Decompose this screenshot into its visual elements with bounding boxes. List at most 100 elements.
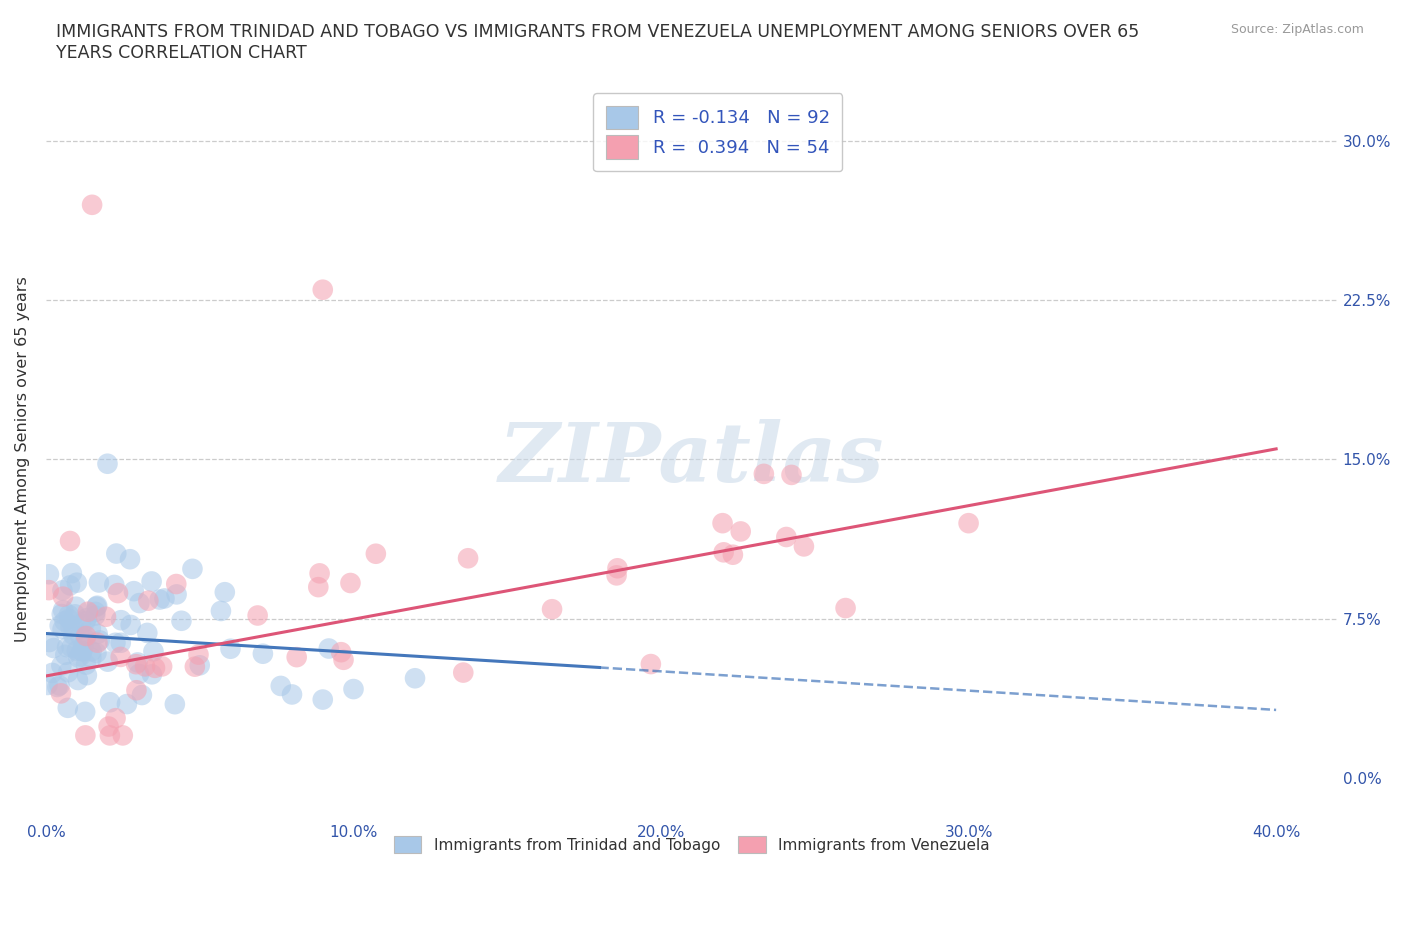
Point (111, 728, 134, 743)
Point (187, 647, 209, 662)
Point (713, 545, 735, 560)
Point (318, 641, 340, 656)
Point (58, 612, 80, 627)
Text: Source: ZipAtlas.com: Source: ZipAtlas.com (1230, 23, 1364, 36)
Point (66, 672, 89, 687)
Point (51, 606, 73, 621)
Point (69, 649, 91, 664)
Point (122, 584, 145, 599)
Point (49, 686, 72, 701)
Point (312, 692, 335, 707)
Point (149, 592, 172, 607)
Point (76, 611, 98, 626)
Point (793, 539, 815, 554)
Point (219, 642, 242, 657)
Point (98, 728, 121, 743)
Point (134, 659, 156, 674)
Point (67, 650, 90, 665)
Point (214, 585, 236, 600)
Point (110, 635, 132, 650)
Point (138, 593, 160, 608)
Point (104, 711, 127, 725)
Point (72, 640, 94, 655)
Point (53, 647, 76, 662)
Point (77, 604, 100, 619)
Point (118, 551, 141, 566)
Point (70, 644, 93, 658)
Point (308, 566, 330, 581)
Point (181, 562, 204, 577)
Point (51, 583, 73, 598)
Point (104, 635, 127, 650)
Text: IMMIGRANTS FROM TRINIDAD AND TOBAGO VS IMMIGRANTS FROM VENEZUELA UNEMPLOYMENT AM: IMMIGRANTS FROM TRINIDAD AND TOBAGO VS I… (56, 23, 1139, 62)
Point (63, 607, 86, 622)
Point (62, 618, 84, 633)
Point (640, 657, 662, 671)
Point (66, 644, 89, 658)
Point (141, 667, 163, 682)
Point (66, 576, 89, 591)
Point (75, 631, 97, 646)
Point (86, 645, 108, 660)
Point (52, 590, 75, 604)
Point (84, 604, 107, 619)
Point (38, 566, 60, 581)
Point (752, 467, 775, 482)
Y-axis label: Unemployment Among Seniors over 65 years: Unemployment Among Seniors over 65 years (15, 276, 30, 643)
Point (150, 659, 173, 674)
Point (65, 599, 87, 614)
Point (56, 665, 79, 680)
Point (75, 614, 97, 629)
Point (56, 640, 79, 655)
Legend: Immigrants from Trinidad and Tobago, Immigrants from Venezuela: Immigrants from Trinidad and Tobago, Imm… (388, 830, 995, 859)
Point (165, 577, 187, 591)
Point (52, 603, 75, 618)
Point (86, 599, 108, 614)
Point (105, 546, 128, 561)
Point (103, 578, 125, 592)
Point (125, 657, 148, 671)
Point (89, 633, 111, 648)
Point (42, 641, 65, 656)
Point (38, 583, 60, 598)
Point (451, 665, 474, 680)
Point (404, 671, 426, 685)
Point (72, 644, 94, 658)
Point (86, 598, 108, 613)
Point (51, 658, 73, 673)
Point (711, 516, 734, 531)
Point (166, 587, 188, 602)
Point (285, 650, 308, 665)
Point (86, 635, 108, 650)
Point (60, 565, 83, 580)
Point (75, 704, 97, 719)
Point (60, 640, 83, 655)
Point (87, 575, 110, 590)
Point (58, 607, 80, 622)
Point (80, 621, 103, 636)
Point (312, 283, 335, 298)
Point (209, 604, 232, 618)
Point (127, 655, 149, 670)
Point (84, 608, 107, 623)
Point (98, 695, 121, 710)
Point (80, 650, 103, 665)
Point (120, 618, 142, 632)
Point (53, 614, 76, 629)
Point (115, 697, 138, 711)
Point (128, 667, 150, 682)
Point (541, 602, 564, 617)
Point (75, 728, 97, 743)
Point (606, 568, 628, 583)
Point (38, 634, 60, 649)
Point (281, 687, 304, 702)
Point (188, 658, 211, 672)
Point (143, 660, 166, 675)
Point (342, 682, 364, 697)
Point (330, 644, 353, 659)
Point (94, 609, 117, 624)
Point (59, 619, 82, 634)
Point (125, 683, 148, 698)
Point (110, 613, 132, 628)
Point (957, 516, 980, 531)
